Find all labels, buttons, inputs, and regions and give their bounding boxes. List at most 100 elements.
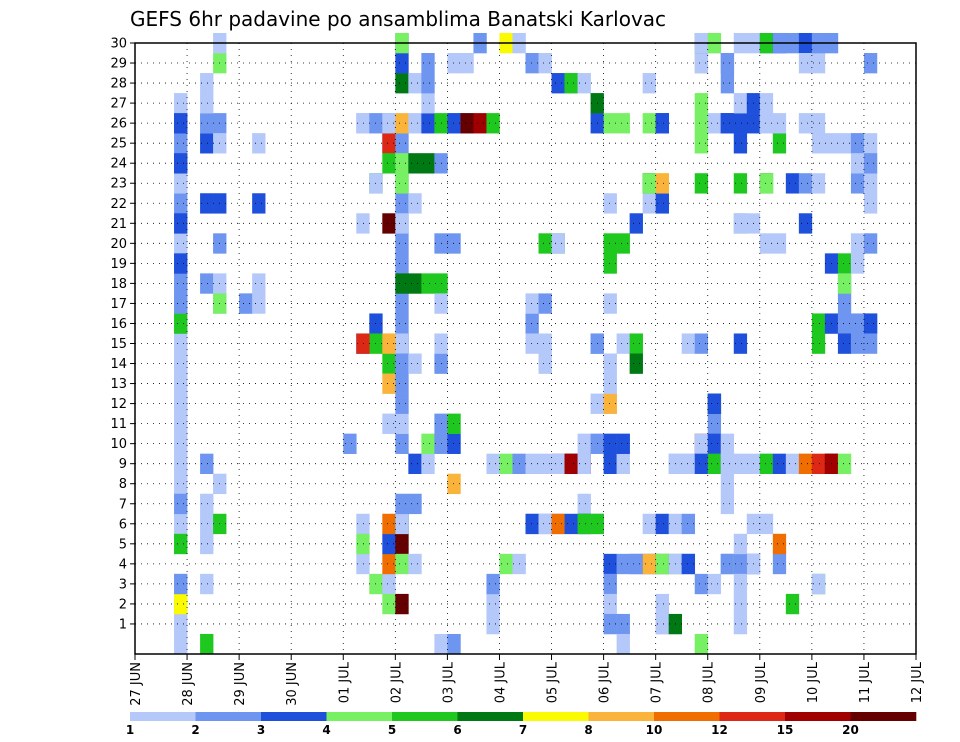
heatmap-cell [655,173,669,194]
heatmap-cell [174,453,188,475]
heatmap-cell [863,133,878,154]
heatmap-cell [694,573,709,595]
heatmap-cell [577,73,591,94]
heatmap-cell [837,333,852,354]
heatmap-cell [850,253,865,274]
heatmap-cell [642,113,656,134]
y-tick-label: 24 [110,157,127,172]
x-tick-label: 04 JUL [493,661,508,703]
heatmap-cell [785,453,800,475]
heatmap-cell [733,573,748,595]
heatmap-cell [447,633,461,655]
heatmap-cell [382,413,396,434]
y-tick-label: 19 [110,257,127,272]
y-tick-label: 1 [119,617,127,632]
heatmap-cell [460,113,474,134]
heatmap-cell [356,553,370,575]
y-tick-label: 5 [119,537,127,552]
heatmap-cell [863,313,878,334]
heatmap-cell [200,533,214,555]
heatmap-cell [200,113,214,134]
heatmap-cell [655,613,669,635]
heatmap-cell [850,133,865,154]
heatmap-cell [720,473,735,495]
heatmap-cell [200,573,214,595]
heatmap-cell [356,513,370,535]
heatmap-cell [798,173,813,194]
heatmap-cell [603,393,617,414]
heatmap-cell [395,353,409,374]
heatmap-cell [603,353,617,374]
heatmap-cell [616,453,630,475]
heatmap-cell [759,233,774,254]
heatmap-cell [759,453,774,475]
heatmap-cell [525,53,539,74]
heatmap-cell [837,293,852,314]
x-tick-label: 06 JUL [598,661,613,703]
heatmap-cell [200,453,214,475]
heatmap-cell [408,273,422,294]
heatmap-cell [395,193,409,214]
y-tick-label: 25 [110,137,127,152]
chart-title: GEFS 6hr padavine po ansamblima Banatski… [130,7,666,31]
heatmap-cell [655,193,669,214]
heatmap-cell [785,593,800,615]
heatmap-cell [863,173,878,194]
heatmap-cell [486,573,500,595]
heatmap-cell [655,113,669,134]
heatmap-cell [174,493,188,515]
heatmap-cell [174,253,188,274]
heatmap-cell [499,453,513,475]
heatmap-cell [863,233,878,254]
heatmap-cell [642,173,656,194]
heatmap-cell [772,533,787,555]
heatmap-cell [200,73,214,94]
heatmap-cell [811,53,826,74]
y-tick-label: 8 [119,477,127,492]
heatmap-cell [538,353,552,374]
colorbar-swatch [588,712,655,721]
colorbar-label: 2 [191,723,199,737]
heatmap-cell [174,293,188,314]
heatmap-cell [447,113,461,134]
x-tick-label: 28 JUN [181,662,196,706]
y-tick-label: 20 [110,237,127,252]
heatmap-cell [616,233,630,254]
y-tick-label: 21 [110,217,127,232]
colorbar-swatch [457,712,524,721]
heatmap-cell [382,533,396,555]
heatmap-cell [837,253,852,274]
heatmap-cell [382,373,396,394]
heatmap-cell [174,113,188,134]
heatmap-cell [850,313,865,334]
heatmap-cell [642,193,656,214]
heatmap-cell [538,333,552,354]
heatmap-cell [837,133,852,154]
heatmap-cell [174,273,188,294]
heatmap-cell [395,153,409,174]
heatmap-cell [382,133,396,154]
heatmap-cell [174,593,188,615]
heatmap-cell [395,513,409,535]
heatmap-cell [837,273,852,294]
heatmap-cells [174,32,878,655]
heatmap-cell [200,633,214,655]
heatmap-cell [720,493,735,515]
heatmap-cell [343,433,357,454]
y-tick-label: 22 [110,197,127,212]
heatmap-cell [707,433,722,454]
heatmap-cell [707,573,722,595]
y-tick-label: 27 [110,97,127,112]
heatmap-cell [798,453,813,475]
heatmap-cell [681,333,696,354]
heatmap-cell [811,453,826,475]
heatmap-cell [408,113,422,134]
colorbar-swatch [130,712,196,721]
heatmap-cell [200,513,214,535]
x-tick-label: 10 JUL [806,661,821,703]
heatmap-cell [720,113,735,134]
heatmap-cell [382,113,396,134]
heatmap-cell [733,453,748,475]
heatmap-cell [759,173,774,194]
